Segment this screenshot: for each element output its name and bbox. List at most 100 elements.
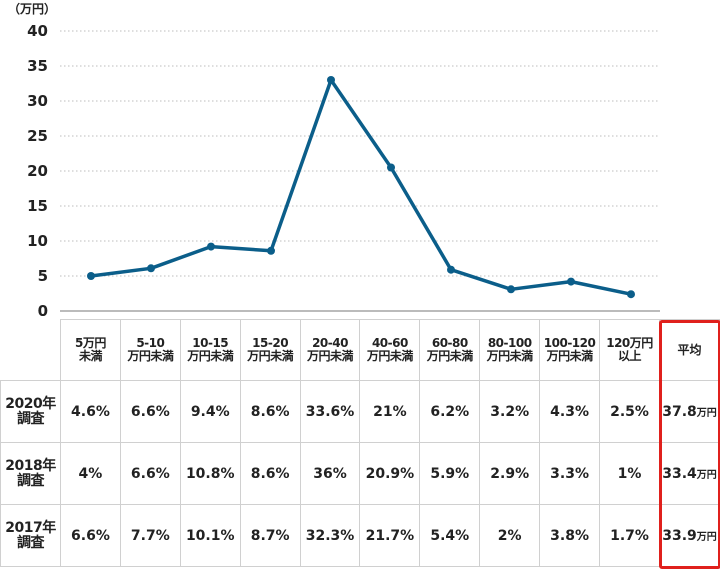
table-cell: 1.7%	[599, 504, 660, 567]
row-header: 2017年 調査	[0, 504, 61, 567]
series-line	[90, 78, 632, 296]
table-cell: 6.6%	[119, 442, 181, 505]
category-label-line: 20-40	[312, 336, 348, 350]
table-cell: 3.2%	[479, 380, 541, 443]
category-header: 5-10 万円未満	[119, 319, 181, 381]
y-tick-label: 35	[27, 57, 48, 75]
table-cell: 3.8%	[539, 504, 601, 567]
category-label-line: 120万円	[606, 336, 653, 350]
category-label-line: 万円未満	[486, 349, 534, 363]
category-header: 120万円 以上	[599, 319, 660, 381]
row-header-line: 2017年	[5, 519, 56, 536]
table-row: 2020年 調査 4.6% 6.6% 9.4% 8.6% 33.6% 21% 6.2% 3.2% 4…	[0, 380, 720, 443]
data-point	[387, 163, 395, 172]
category-label-line: 未満	[78, 349, 103, 363]
average-value: 33.9	[662, 527, 697, 544]
table-cell: 4%	[60, 442, 121, 505]
y-tick-label: 40	[27, 22, 48, 40]
table-cell: 8.6%	[239, 380, 301, 443]
average-cell: 33.4万円	[659, 442, 720, 505]
category-label-line: 80-100	[487, 336, 532, 350]
table-cell: 3.3%	[539, 442, 601, 505]
average-unit: 万円	[696, 407, 717, 419]
y-tick-label: 15	[27, 197, 48, 215]
table-cell: 20.9%	[359, 442, 421, 505]
row-header-line: 調査	[17, 534, 45, 551]
table-cell: 8.6%	[239, 442, 301, 505]
category-label-line: 万円未満	[307, 349, 354, 363]
row-header: 2020年 調査	[0, 380, 61, 443]
data-table: 5万円 未満 5-10 万円未満 10-15 万円未満 15-20 万円未満 20-40 万円未満…	[0, 319, 720, 567]
category-header: 5万円 未満	[60, 319, 121, 381]
table-cell: 2%	[479, 504, 541, 567]
category-label-line: 以上	[618, 349, 642, 363]
data-point	[567, 277, 575, 286]
category-label-line: 万円未満	[247, 349, 294, 363]
category-header: 80-100 万円未満	[479, 319, 541, 381]
category-label-line: 60-80	[431, 336, 468, 350]
y-axis-unit-label: （万円）	[8, 1, 56, 16]
category-label-line: 万円未満	[426, 349, 474, 363]
category-label-line: 40-60	[371, 336, 408, 350]
category-label-line: 万円未満	[187, 349, 234, 363]
row-header-line: 調査	[17, 472, 45, 489]
table-cell: 6.6%	[60, 504, 121, 567]
table-cell: 2.5%	[599, 380, 660, 443]
table-cell: 32.3%	[299, 504, 361, 567]
category-header: 15-20 万円未満	[239, 319, 301, 381]
data-point	[627, 290, 635, 299]
table-cell: 10.1%	[179, 504, 241, 567]
table-cell: 21%	[359, 380, 421, 443]
table-cell: 7.7%	[119, 504, 181, 567]
category-label-line: 万円未満	[366, 349, 414, 363]
table-row: 2018年 調査 4% 6.6% 10.8% 8.6% 36% 20.9% 5.9% 2.9% 3.…	[0, 442, 720, 505]
data-point	[147, 264, 155, 273]
y-tick-label: 25	[27, 127, 48, 145]
table-cell: 8.7%	[239, 504, 301, 567]
category-header: 60-80 万円未満	[419, 319, 481, 381]
category-header: 100-120 万円未満	[539, 319, 601, 381]
category-label-line: 15-20	[252, 336, 289, 350]
table-cell: 5.9%	[419, 442, 481, 505]
gridlines	[60, 30, 660, 312]
table-header-row: 5万円 未満 5-10 万円未満 10-15 万円未満 15-20 万円未満 20-40 万円未満…	[1, 319, 720, 381]
row-header-line: 2018年	[5, 457, 56, 474]
data-point	[267, 246, 275, 255]
average-value: 37.8	[662, 403, 697, 420]
category-label-line: 万円未満	[546, 349, 594, 363]
data-point	[87, 272, 95, 280]
table-cell: 33.6%	[299, 380, 361, 443]
table-cell: 9.4%	[179, 380, 241, 443]
category-label-line: 万円未満	[127, 349, 174, 363]
table-cell: 4.6%	[60, 380, 121, 443]
category-header: 20-40 万円未満	[299, 319, 361, 381]
y-tick-label: 20	[27, 162, 48, 180]
category-label-line: 100-120	[543, 336, 596, 350]
average-cell: 33.9万円	[659, 504, 720, 567]
data-point	[447, 265, 455, 274]
row-header-line: 調査	[17, 410, 45, 427]
y-tick-label: 10	[27, 232, 48, 250]
category-label-line: 5万円	[75, 336, 106, 350]
table-cell: 6.6%	[119, 380, 181, 443]
table-cell: 2.9%	[479, 442, 541, 505]
data-point	[207, 242, 215, 251]
row-header-line: 2020年	[5, 395, 56, 412]
line-chart: （万円） 0 5 10 15 20 25 30 35 40	[8, 1, 660, 320]
series-points	[87, 76, 635, 299]
data-point	[327, 76, 335, 84]
table-corner	[1, 320, 61, 381]
category-header: 40-60 万円未満	[359, 319, 421, 381]
category-header: 10-15 万円未満	[179, 319, 241, 381]
table-cell: 5.4%	[419, 504, 481, 567]
y-axis-ticks: 0 5 10 15 20 25 30 35 40	[27, 22, 48, 320]
y-tick-label: 0	[38, 302, 48, 320]
y-tick-label: 30	[27, 92, 48, 110]
table-cell: 4.3%	[539, 380, 601, 443]
table-cell: 10.8%	[179, 442, 241, 505]
y-tick-label: 5	[38, 267, 48, 285]
average-value: 33.4	[662, 465, 697, 482]
average-cell: 37.8万円	[659, 380, 720, 443]
table-row: 2017年 調査 6.6% 7.7% 10.1% 8.7% 32.3% 21.7% 5.4% 2%…	[0, 504, 720, 567]
table-cell: 21.7%	[359, 504, 421, 567]
